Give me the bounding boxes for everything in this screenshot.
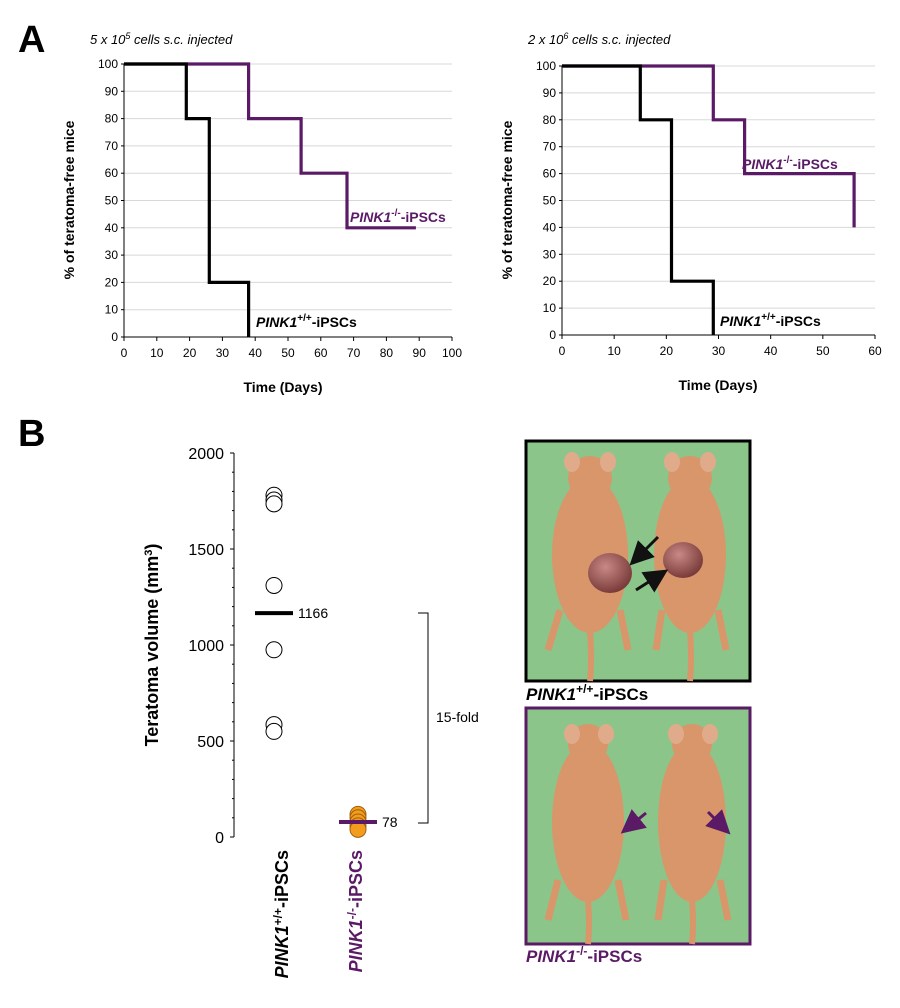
x-tick-label: 60 (868, 344, 882, 358)
x-tick-label: 20 (660, 344, 674, 358)
panel-a-letter: A (18, 19, 45, 61)
mouse-illustration (544, 724, 630, 945)
y-tick-label: 90 (105, 84, 119, 98)
series-line-ko (124, 62, 416, 230)
y-tick-label: 0 (549, 328, 556, 342)
y-tick-label: 60 (105, 166, 119, 180)
data-point-wt (265, 495, 283, 513)
y-tick-label: 1500 (188, 542, 224, 559)
photo-wt-mice (524, 439, 752, 683)
mouse-illustration (544, 452, 632, 682)
chart-a2-xlabel: Time (Days) (678, 377, 757, 393)
x-tick-label: 30 (712, 344, 726, 358)
y-tick-label: 500 (197, 734, 224, 751)
y-tick-label: 30 (543, 247, 557, 261)
survival-chart-right: 2 x 106 cells s.c. injected 0 10 20 30 40 50 6… (499, 31, 882, 393)
arrow-icon (635, 569, 669, 593)
photo-ko-caption: PINK1-/--iPSCs (526, 944, 642, 966)
mean-label-wt: 1166 (298, 605, 328, 621)
chart-a1-title: 5 x 105 cells s.c. injected (90, 31, 233, 47)
x-tick-label: 0 (121, 346, 128, 360)
tumor (588, 553, 632, 593)
chart-a2-ko-label: PINK1-/--iPSCs (742, 155, 838, 172)
y-tick-label: 2000 (188, 446, 224, 463)
photo-ko-mice (524, 706, 752, 946)
y-tick-label: 20 (105, 275, 119, 289)
mouse-illustration (654, 724, 732, 945)
y-tick-label: 10 (105, 303, 119, 317)
x-tick-label: 20 (183, 346, 197, 360)
chart-a2-wt-label: PINK1+/+-iPSCs (720, 312, 821, 329)
y-tick-label: 0 (215, 830, 224, 847)
x-tick-label: 50 (281, 346, 295, 360)
series-line-wt (562, 64, 715, 335)
y-tick-label: 70 (105, 139, 119, 153)
chart-b-ylabel: Teratoma volume (mm3) (142, 544, 162, 747)
series-line-wt (124, 62, 251, 337)
fold-label: 15-fold (436, 709, 479, 725)
chart-a1-ko-label: PINK1-/--iPSCs (350, 208, 446, 225)
y-tick-label: 0 (111, 330, 118, 344)
y-tick-label: 40 (543, 220, 557, 234)
group-label-ko: PINK1-/--iPSCs (345, 850, 366, 972)
y-tick-label: 80 (543, 113, 557, 127)
y-tick-label: 100 (98, 57, 118, 71)
data-point-wt (265, 641, 283, 659)
mean-label-ko: 78 (382, 814, 398, 830)
y-tick-label: 20 (543, 274, 557, 288)
y-tick-label: 30 (105, 248, 119, 262)
y-tick-label: 60 (543, 167, 557, 181)
series-line-ko (562, 64, 856, 228)
y-tick-label: 40 (105, 221, 119, 235)
x-tick-label: 40 (249, 346, 263, 360)
arrow-icon (705, 809, 731, 835)
chart-a1-wt-label: PINK1+/+-iPSCs (256, 313, 357, 330)
x-tick-label: 30 (216, 346, 230, 360)
x-tick-label: 80 (380, 346, 394, 360)
x-tick-label: 0 (559, 344, 566, 358)
data-point-wt (265, 722, 283, 740)
chart-a1-ylabel: % of teratoma-free mice (61, 120, 77, 279)
y-tick-label: 50 (105, 194, 119, 208)
x-tick-label: 10 (150, 346, 164, 360)
chart-a2-title: 2 x 106 cells s.c. injected (527, 31, 671, 47)
y-tick-label: 10 (543, 301, 557, 315)
y-tick-label: 100 (536, 59, 556, 73)
x-tick-label: 50 (816, 344, 830, 358)
y-tick-label: 80 (105, 112, 119, 126)
panel-b-letter: B (18, 413, 45, 455)
survival-chart-left: 5 x 105 cells s.c. injected 0 10 20 30 40 50 6… (61, 31, 462, 395)
arrow-icon (620, 809, 647, 834)
x-tick-label: 100 (442, 346, 462, 360)
arrow-icon (629, 535, 660, 566)
tumor (663, 542, 703, 578)
group-label-wt: PINK1+/+-iPSCs (271, 850, 292, 978)
x-tick-label: 40 (764, 344, 778, 358)
photo-wt-caption: PINK1+/+-iPSCs (526, 682, 648, 704)
y-tick-label: 1000 (188, 638, 224, 655)
x-tick-label: 10 (607, 344, 621, 358)
y-tick-label: 90 (543, 86, 557, 100)
teratoma-volume-chart: 0 500 1000 1500 2000 1166 78 Teratoma volume … (142, 446, 479, 978)
y-tick-label: 50 (543, 194, 557, 208)
chart-a1-xlabel: Time (Days) (243, 379, 322, 395)
x-tick-label: 70 (347, 346, 361, 360)
data-point-wt (265, 576, 283, 594)
x-tick-label: 90 (413, 346, 427, 360)
x-tick-label: 60 (314, 346, 328, 360)
chart-a2-ylabel: % of teratoma-free mice (499, 120, 515, 279)
y-tick-label: 70 (543, 140, 557, 154)
fold-bracket (418, 612, 429, 824)
